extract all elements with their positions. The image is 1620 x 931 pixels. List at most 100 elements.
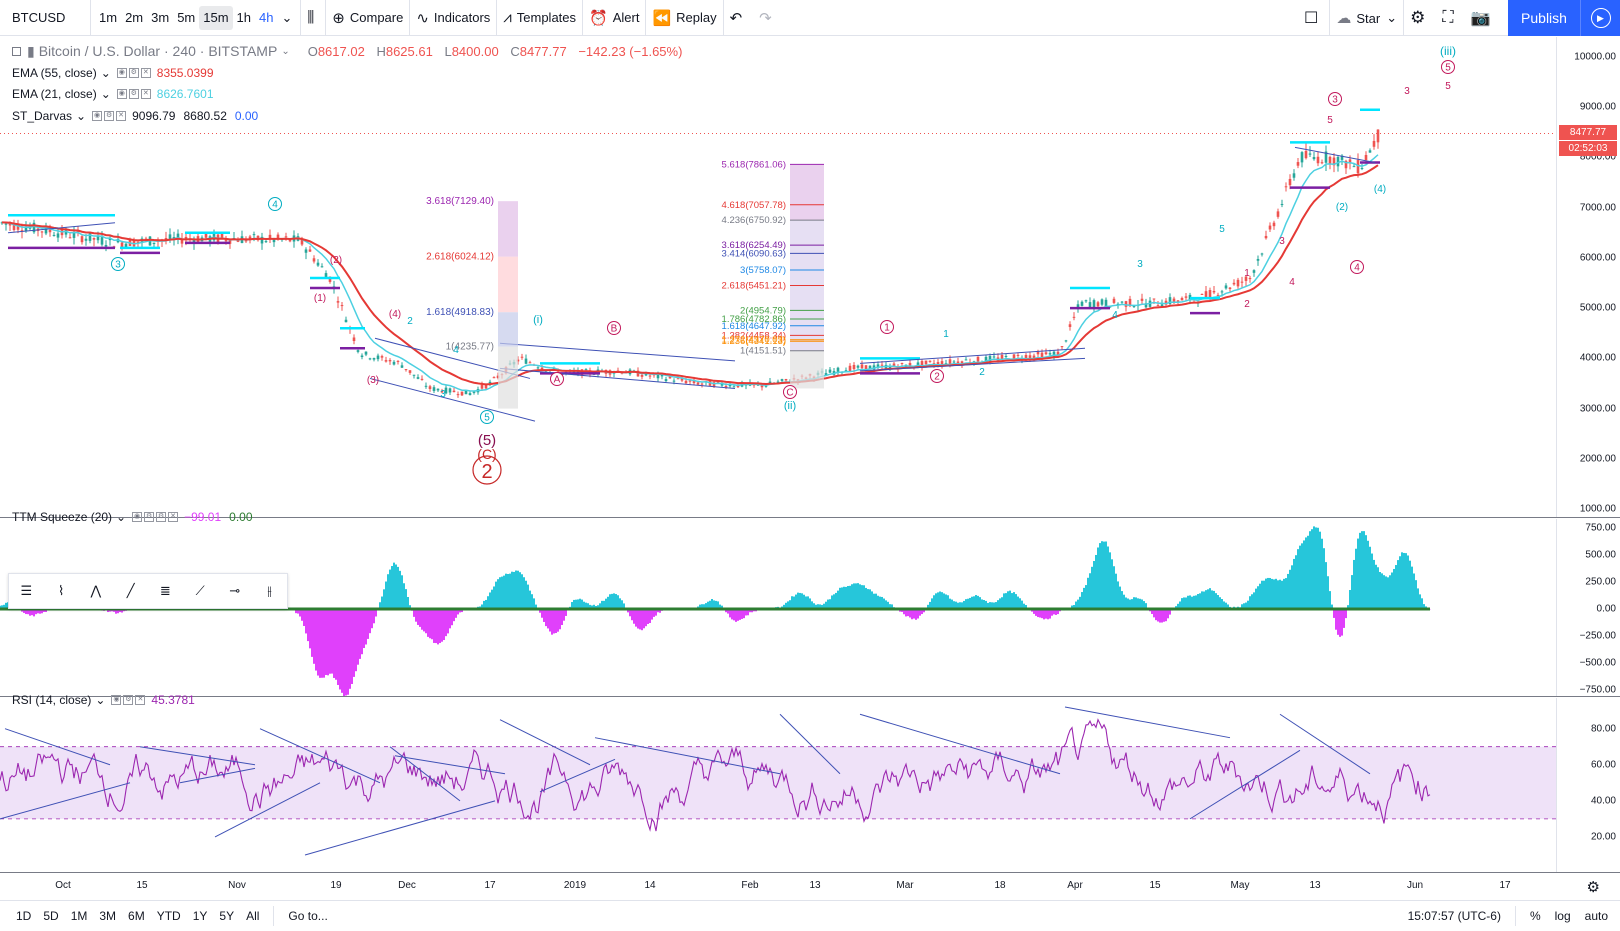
- ttm-controls[interactable]: ◉ ⚙ ⚙ ✕: [132, 512, 179, 522]
- axis-settings-gear-icon[interactable]: ⚙: [1586, 879, 1600, 896]
- interval-1h[interactable]: 1h: [236, 10, 252, 25]
- ttm-plot[interactable]: [0, 519, 1556, 696]
- rsi-plot[interactable]: [0, 698, 1556, 872]
- candle-body: [1284, 186, 1288, 188]
- candle-body: [988, 356, 992, 362]
- candle-body: [1156, 305, 1160, 307]
- fib-level-label: 5.618(7861.06): [722, 159, 786, 170]
- chart-type-button[interactable]: ⫼: [301, 0, 325, 36]
- candle-body: [1308, 153, 1312, 155]
- ttm-scale[interactable]: 750.00 500.00 250.00 0.00 −250.00 −500.00 −750…: [1556, 519, 1620, 696]
- tool-wave-abc-icon[interactable]: ⋀: [90, 583, 102, 598]
- range-1d[interactable]: 1D: [16, 909, 32, 923]
- interval-15m[interactable]: 15m: [199, 5, 233, 30]
- tool-lines-icon[interactable]: ☰: [20, 583, 33, 598]
- candle-body: [448, 388, 452, 393]
- tool-settings-icon[interactable]: ⫲: [267, 583, 272, 598]
- ema55-controls[interactable]: ◉ ⚙ ✕: [116, 68, 151, 78]
- range-6m[interactable]: 6M: [128, 909, 145, 923]
- ema21-controls[interactable]: ◉ ⚙ ✕: [116, 89, 151, 99]
- interval-2m[interactable]: 2m: [125, 10, 144, 25]
- rsi-controls[interactable]: ◉ ⚙ ✕: [111, 695, 146, 705]
- compare-button[interactable]: ⊕ Compare: [326, 0, 409, 36]
- indicators-button[interactable]: ∿ Indicators: [410, 0, 496, 36]
- symbol-search[interactable]: BTCUSD: [12, 10, 66, 25]
- tool-horizontal-line-icon[interactable]: ⊸: [229, 583, 241, 598]
- price-plot[interactable]: 3.618(7129.40) 2.618(6024.12) 1.618(4918.8…: [0, 37, 1556, 517]
- settings-button[interactable]: ⚙: [1404, 0, 1436, 36]
- interval-3m[interactable]: 3m: [151, 10, 170, 25]
- ema21-legend[interactable]: EMA (21, close) ⌄ ◉ ⚙ ✕ 8626.7601: [12, 87, 214, 101]
- redo-button[interactable]: ↷: [753, 0, 783, 36]
- candle-body: [1256, 258, 1260, 261]
- tool-ray-icon[interactable]: ⟋: [195, 583, 205, 598]
- star-button[interactable]: ☁ Star ⌄: [1330, 0, 1403, 36]
- fib-level-label: 4.618(7057.78): [722, 200, 786, 211]
- candle-body: [924, 360, 928, 365]
- fib-level-label: 1(4151.51): [740, 346, 786, 357]
- ema55-legend[interactable]: EMA (55, close) ⌄ ◉ ⚙ ✕ 8355.0399: [12, 66, 214, 80]
- range-3m[interactable]: 3M: [99, 909, 117, 923]
- time-axis[interactable]: ⚙ Oct 15 Nov 19 Dec 17 2019 14 Feb 13 Mar 18 Apr 15 Ma…: [0, 873, 1620, 901]
- candle-body: [384, 360, 388, 362]
- candle-body: [696, 382, 700, 385]
- interval-4h[interactable]: 4h: [259, 10, 274, 25]
- tool-wave-12345-icon[interactable]: ⌇: [57, 583, 65, 598]
- undo-button[interactable]: ↶: [724, 0, 754, 36]
- price-chart-svg[interactable]: 3.618(7129.40) 2.618(6024.12) 1.618(4918.8…: [0, 37, 1556, 517]
- candle-body: [340, 305, 344, 307]
- collapse-icon[interactable]: [12, 46, 21, 56]
- range-all[interactable]: All: [246, 909, 260, 923]
- darvas-controls[interactable]: ◉ ⚙ ✕: [92, 111, 127, 121]
- replay-button[interactable]: ⏪ Replay: [646, 0, 722, 36]
- ttm-tick: −750.00: [1579, 684, 1616, 696]
- log-toggle[interactable]: log: [1554, 909, 1571, 923]
- candle-body: [1012, 354, 1016, 360]
- range-1m[interactable]: 1M: [70, 909, 88, 923]
- interval-5m[interactable]: 5m: [177, 10, 196, 25]
- play-button[interactable]: ▶: [1580, 0, 1620, 36]
- bottom-bar: 1D 5D 1M 3M 6M YTD 1Y 5Y All Go to... 15…: [0, 901, 1620, 931]
- snapshot-button[interactable]: 📷: [1465, 0, 1502, 36]
- percent-toggle[interactable]: %: [1529, 909, 1541, 923]
- candle-body: [124, 243, 128, 248]
- candle-body: [248, 236, 252, 240]
- candle-body: [392, 361, 396, 365]
- title-chevron-icon[interactable]: ⌄: [281, 45, 290, 57]
- goto-button[interactable]: Go to...: [288, 909, 328, 923]
- top-toolbar: BTCUSD 1m 2m 3m 5m 15m 1h 4h ⌄ ⫼ ⊕ Compar…: [0, 0, 1620, 36]
- wave-circle: [607, 321, 621, 335]
- rsi-pane[interactable]: 80.00 60.00 40.00 20.00 RSI (14, close) ⌄ ◉ ⚙…: [0, 693, 1620, 873]
- ttm-tick: 750.00: [1585, 522, 1616, 534]
- ttm-squeeze-pane[interactable]: 750.00 500.00 250.00 0.00 −250.00 −500.00 −750…: [0, 510, 1620, 697]
- symbol-title: Bitcoin / U.S. Dollar · 240 · BITSTAMP: [38, 43, 278, 59]
- main-price-pane[interactable]: 3.618(7129.40) 2.618(6024.12) 1.618(4918.8…: [0, 37, 1620, 518]
- range-5d[interactable]: 5D: [43, 909, 59, 923]
- ttm-legend[interactable]: TTM Squeeze (20) ⌄ ◉ ⚙ ⚙ ✕ −99.01 0.00: [12, 510, 253, 524]
- price-scale[interactable]: 10000.00 9000.00 8000.00 7000.00 6000.00 5000…: [1556, 37, 1620, 517]
- candle-body: [180, 239, 184, 244]
- range-5y[interactable]: 5Y: [219, 909, 235, 923]
- auto-toggle[interactable]: auto: [1584, 909, 1608, 923]
- alert-button[interactable]: ⏰ Alert: [583, 0, 645, 36]
- select-button[interactable]: ☐: [1298, 0, 1329, 36]
- fullscreen-button[interactable]: ⛶: [1436, 0, 1464, 36]
- candle-body: [828, 369, 832, 373]
- interval-dropdown-chevron-icon[interactable]: ⌄: [281, 9, 293, 25]
- range-ytd[interactable]: YTD: [156, 909, 181, 923]
- candle-body: [1212, 290, 1216, 293]
- rsi-chart-svg[interactable]: [0, 698, 1556, 872]
- rsi-scale[interactable]: 80.00 60.00 40.00 20.00: [1556, 698, 1620, 872]
- ttm-chart-svg[interactable]: [0, 519, 1556, 696]
- candle-body: [536, 367, 540, 369]
- tool-trendline-icon[interactable]: ╱: [126, 583, 135, 598]
- interval-1m[interactable]: 1m: [99, 10, 118, 25]
- tool-fib-icon[interactable]: ≣: [159, 583, 171, 598]
- clock[interactable]: 15:07:57 (UTC-6): [1407, 909, 1501, 923]
- templates-button[interactable]: ⩘ Templates: [497, 0, 582, 36]
- darvas-legend[interactable]: ST_Darvas ⌄ ◉ ⚙ ✕ 9096.79 8680.52 0.00: [12, 109, 259, 123]
- publish-button[interactable]: Publish: [1508, 0, 1580, 36]
- rsi-legend[interactable]: RSI (14, close) ⌄ ◉ ⚙ ✕ 45.3781: [12, 693, 195, 707]
- range-1y[interactable]: 1Y: [192, 909, 208, 923]
- rsi-trend-line: [4, 728, 111, 766]
